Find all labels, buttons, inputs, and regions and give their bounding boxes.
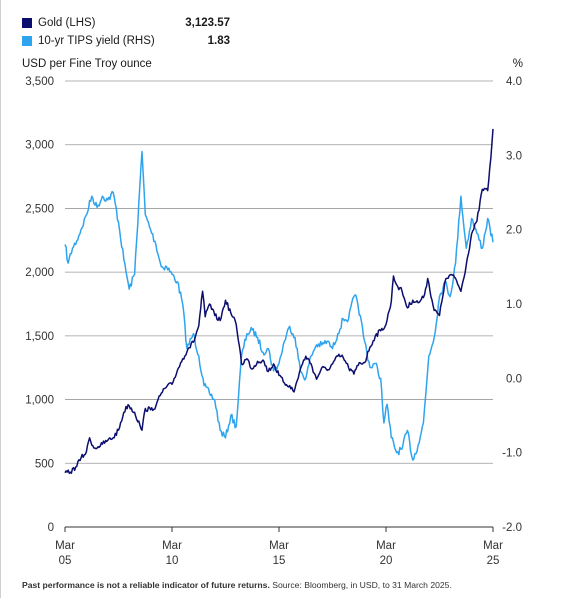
x-tick-label-month: Mar [162, 540, 182, 552]
legend: Gold (LHS) 3,123.57 10-yr TIPS yield (RH… [22, 14, 230, 50]
y-right-tick-label: 0.0 [506, 373, 522, 385]
legend-item-gold: Gold (LHS) 3,123.57 [22, 14, 230, 32]
x-tick-label-year: 15 [273, 555, 286, 567]
legend-item-tips: 10-yr TIPS yield (RHS) 1.83 [22, 32, 230, 50]
footer-note: Past performance is not a reliable indic… [22, 580, 452, 590]
y-left-tick-label: 500 [35, 458, 54, 470]
x-tick-label-month: Mar [269, 540, 289, 552]
legend-swatch-gold [22, 18, 32, 28]
y-left-tick-label: 2,000 [25, 267, 54, 279]
legend-value-tips: 1.83 [207, 35, 230, 47]
tick-labels: 0 500 1,000 1,500 2,000 2,500 3,000 3,500 -2.0 -1… [25, 76, 522, 567]
y-left-tick-label: 3,000 [25, 140, 54, 152]
y-right-tick-label: -1.0 [502, 448, 522, 460]
gold-line [64, 128, 494, 475]
legend-label-gold: Gold (LHS) [38, 17, 96, 29]
tips-yield-line [64, 150, 494, 461]
footer-source: Source: Bloomberg, in USD, to 31 March 2… [269, 580, 452, 590]
legend-swatch-tips [22, 36, 32, 46]
legend-value-gold: 3,123.57 [185, 17, 230, 29]
x-tick-label-year: 10 [166, 555, 179, 567]
x-tick-label-year: 20 [380, 555, 393, 567]
footer-disclaimer: Past performance is not a reliable indic… [22, 580, 270, 590]
y-right-tick-label: 4.0 [506, 76, 522, 88]
y-left-tick-label: 3,500 [25, 76, 54, 88]
y-right-tick-label: 1.0 [506, 299, 522, 311]
x-tick-label-year: 05 [59, 555, 72, 567]
y-right-tick-label: 2.0 [506, 225, 522, 237]
y-left-tick-label: 2,500 [25, 203, 54, 215]
y-right-tick-label: 3.0 [506, 150, 522, 162]
y-left-tick-label: 1,000 [25, 395, 54, 407]
x-tick-label-month: Mar [483, 540, 503, 552]
y-left-tick-label: 0 [48, 522, 54, 534]
gridlines [64, 80, 494, 532]
left-axis-title: USD per Fine Troy ounce [22, 58, 152, 70]
x-tick-label-year: 25 [487, 555, 500, 567]
series-lines [64, 128, 494, 475]
y-right-tick-label: -2.0 [502, 522, 522, 534]
x-tick-label-month: Mar [376, 540, 396, 552]
legend-label-tips: 10-yr TIPS yield (RHS) [38, 35, 155, 47]
x-tick-label-month: Mar [55, 540, 75, 552]
y-left-tick-label: 1,500 [25, 331, 54, 343]
right-axis-title: % [512, 58, 523, 70]
